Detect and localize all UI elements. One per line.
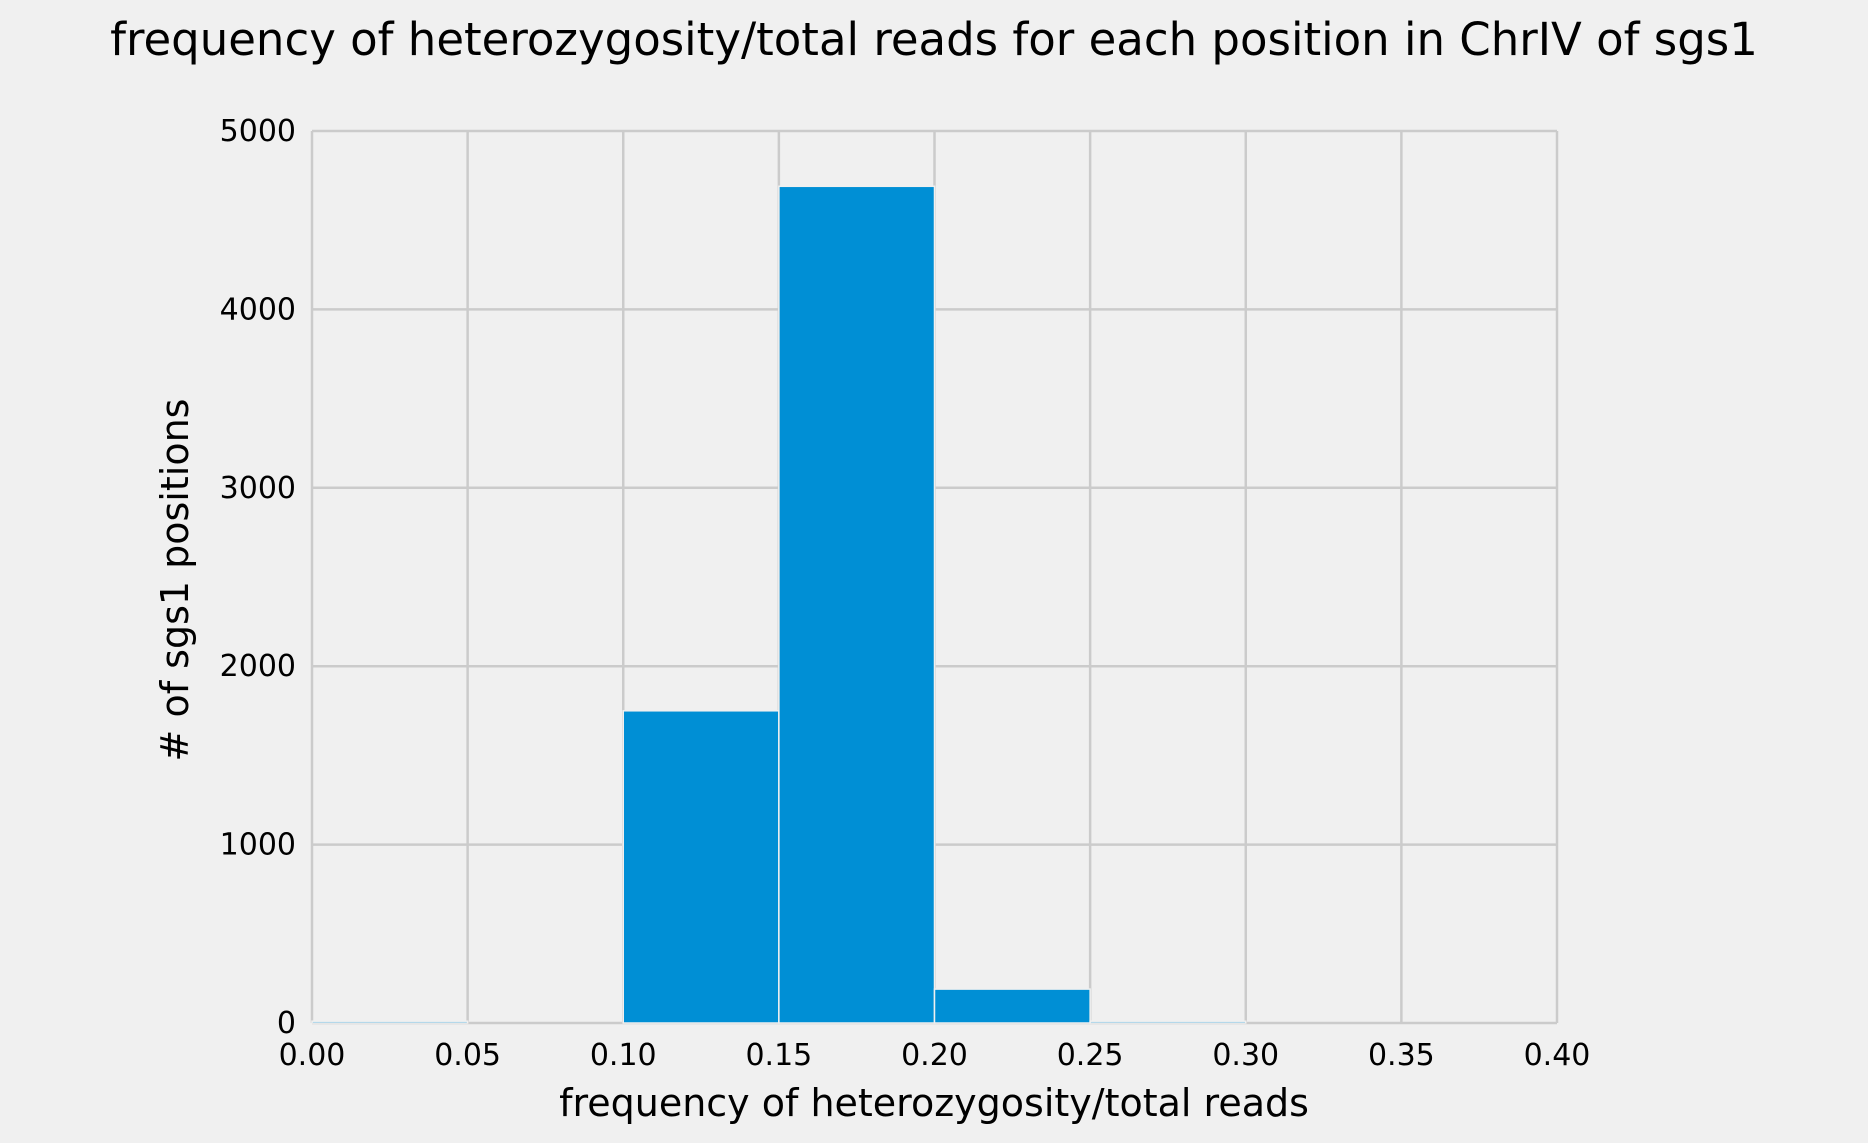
x-tick-label: 0.40 [1524,1038,1591,1073]
chart-title: frequency of heterozygosity/total reads … [110,13,1758,66]
histogram-bar [311,1020,469,1024]
histogram-bar [933,988,1091,1024]
x-tick-label: 0.20 [901,1038,968,1073]
x-tick-label: 0.05 [434,1038,501,1073]
y-tick-label: 3000 [220,471,296,506]
y-tick-label: 0 [277,1006,296,1041]
histogram-bar [622,710,780,1024]
y-tick-labels: 0 1000 2000 3000 4000 5000 [220,114,296,1041]
x-tick-labels: 0.00 0.05 0.10 0.15 0.20 0.25 0.30 0.35 0.40 [279,1038,1591,1073]
y-axis-label: # of sgs1 positions [153,399,197,762]
y-tick-label: 2000 [220,649,296,684]
x-tick-label: 0.15 [745,1038,812,1073]
histogram-bars [311,185,1247,1024]
histogram-bar [1089,1020,1247,1024]
x-tick-label: 0.25 [1057,1038,1124,1073]
histogram-bar [778,185,936,1024]
x-tick-label: 0.35 [1368,1038,1435,1073]
y-tick-label: 1000 [220,828,296,863]
x-tick-label: 0.00 [279,1038,346,1073]
y-tick-label: 5000 [220,114,296,149]
x-tick-label: 0.10 [590,1038,657,1073]
x-axis-label: frequency of heterozygosity/total reads [559,1081,1309,1125]
y-tick-label: 4000 [220,292,296,327]
x-tick-label: 0.30 [1212,1038,1279,1073]
